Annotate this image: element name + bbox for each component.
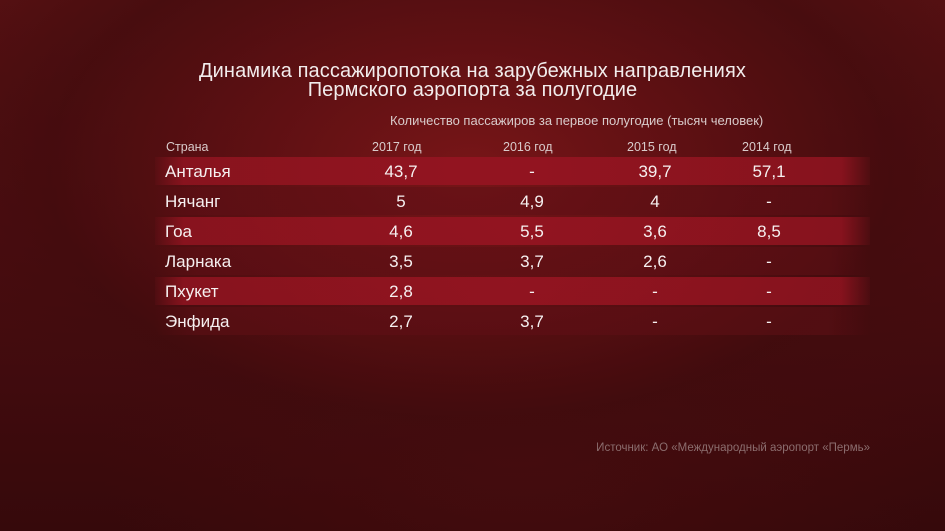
table-caption: Количество пассажиров за первое полугоди… xyxy=(390,113,764,128)
cell-country: Анталья xyxy=(165,162,231,181)
table-row xyxy=(155,307,870,335)
chart-title-line-2: Пермского аэропорта за полугодие xyxy=(307,79,638,101)
cell-2015: - xyxy=(652,312,658,331)
header-2014: 2014 год xyxy=(742,140,792,154)
header-2015: 2015 год xyxy=(627,140,677,154)
cell-country: Энфида xyxy=(165,312,230,331)
header-country: Страна xyxy=(166,140,209,154)
header-2017: 2017 год xyxy=(372,140,422,154)
source-note: Источник: АО «Международный аэропорт «Пе… xyxy=(596,442,870,454)
table-row xyxy=(155,157,870,185)
cell-country: Пхукет xyxy=(165,282,219,301)
cell-2017: 3,5 xyxy=(389,252,413,271)
cell-2017: 43,7 xyxy=(384,162,418,181)
cell-2014: 8,5 xyxy=(757,222,781,241)
cell-2017: 2,7 xyxy=(389,312,413,331)
cell-2017: 2,8 xyxy=(389,282,413,301)
cell-2015: 39,7 xyxy=(638,162,672,181)
cell-2014: - xyxy=(766,282,772,301)
table-row xyxy=(155,247,870,275)
cell-2017: 4,6 xyxy=(389,222,413,241)
table-row xyxy=(155,277,870,305)
cell-2017: 5 xyxy=(396,192,406,211)
table-row xyxy=(155,217,870,245)
cell-country: Ларнака xyxy=(165,252,232,271)
table-row xyxy=(155,187,870,215)
chart-title-line-1: Динамика пассажиропотока на зарубежных н… xyxy=(199,60,746,82)
cell-2016: - xyxy=(529,282,535,301)
header-2016: 2016 год xyxy=(503,140,553,154)
cell-2016: 3,7 xyxy=(520,252,544,271)
cell-2015: 4 xyxy=(650,192,660,211)
cell-country: Гоа xyxy=(165,222,192,241)
cell-2016: 5,5 xyxy=(520,222,544,241)
cell-2016: 3,7 xyxy=(520,312,544,331)
cell-2016: - xyxy=(529,162,535,181)
cell-2014: 57,1 xyxy=(752,162,786,181)
cell-2015: 2,6 xyxy=(643,252,667,271)
cell-2014: - xyxy=(766,312,772,331)
table-header-row: Страна 2017 год 2016 год 2015 год 2014 г… xyxy=(0,139,945,157)
cell-2015: 3,6 xyxy=(643,222,667,241)
cell-2015: - xyxy=(652,282,658,301)
cell-country: Нячанг xyxy=(165,192,221,211)
cell-2014: - xyxy=(766,192,772,211)
cell-2014: - xyxy=(766,252,772,271)
cell-2016: 4,9 xyxy=(520,192,544,211)
